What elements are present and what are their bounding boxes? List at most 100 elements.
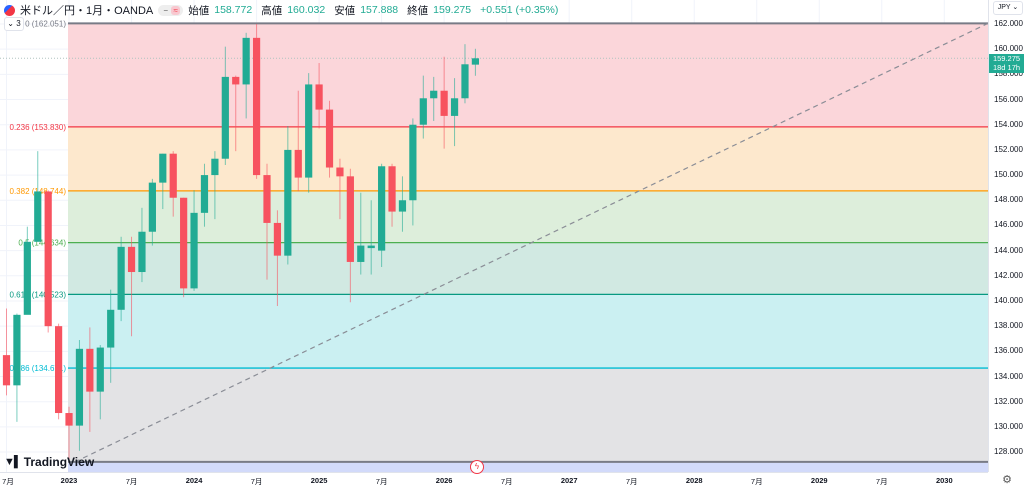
low-label: 安値 <box>334 4 356 17</box>
candle <box>294 90 302 192</box>
price-tick: 162.000 <box>994 19 1023 28</box>
fib-zone-0.236 <box>68 126 988 191</box>
fib-level-label: 0.5 (144.634) <box>18 239 66 248</box>
fib-level-label: 0 (162.051) <box>25 19 66 28</box>
brand-name: TradingView <box>23 455 95 469</box>
candle <box>252 24 261 179</box>
price-tick: 152.000 <box>994 144 1023 154</box>
low-value: 157.888 <box>360 4 399 16</box>
candle <box>263 163 271 280</box>
candle <box>23 226 31 315</box>
time-axis[interactable] <box>0 472 988 489</box>
candle-body <box>44 191 52 327</box>
candle-body <box>430 90 438 99</box>
candle-body <box>263 175 271 223</box>
time-tick: 2024 <box>185 476 203 485</box>
price-tick: 158.000 <box>994 69 1023 79</box>
time-tick: 2029 <box>810 476 828 485</box>
price-tick: 144.000 <box>994 245 1023 255</box>
candle-body <box>409 124 417 201</box>
candle-body <box>138 231 146 273</box>
candle <box>346 168 354 303</box>
change-value: +0.551 (+0.35%) <box>480 4 559 16</box>
fib-zone-0 <box>68 23 988 127</box>
candle-body <box>242 37 250 85</box>
time-tick: 7月 <box>375 477 388 486</box>
candle <box>180 197 188 298</box>
tradingview-logo[interactable]: ▼▌ TradingView <box>4 455 94 469</box>
candle <box>440 56 448 149</box>
price-tick: 130.000 <box>994 421 1023 431</box>
settings-gear-icon[interactable]: ⚙ <box>1002 474 1012 486</box>
candle <box>107 289 115 383</box>
candle-body <box>294 149 302 178</box>
candle <box>367 200 375 275</box>
candle <box>471 48 479 76</box>
price-axis[interactable] <box>988 0 1024 472</box>
candle <box>242 32 250 119</box>
time-tick: 7月 <box>500 477 513 486</box>
time-tick: 2026 <box>435 476 453 485</box>
candle <box>357 192 365 275</box>
time-tick: 7月 <box>250 477 263 486</box>
candle-body <box>440 90 448 116</box>
price-tick: 132.000 <box>994 396 1023 406</box>
candle-body <box>148 182 156 232</box>
candle <box>55 323 63 420</box>
currency-select[interactable]: JPY ⌄ <box>993 1 1023 15</box>
candle-body <box>117 246 125 310</box>
candle <box>117 236 125 322</box>
equals-icon[interactable]: ≈ <box>171 5 181 15</box>
candle <box>65 406 73 463</box>
candle <box>96 345 104 420</box>
price-tick: 140.000 <box>994 295 1023 305</box>
high-label: 高値 <box>261 4 283 17</box>
indicators-collapse-button[interactable]: ⌄ 3 <box>4 17 24 31</box>
time-tick: 7月 <box>2 477 14 486</box>
candle <box>138 207 146 283</box>
price-tick: 156.000 <box>994 94 1023 104</box>
candle <box>211 151 219 220</box>
symbol-title[interactable]: 米ドル／円・1月・OANDA <box>20 5 154 17</box>
price-tick: 142.000 <box>994 270 1023 280</box>
tv-logo-icon: ▼▌ <box>4 456 22 468</box>
candle-body <box>55 326 63 414</box>
candle <box>169 151 177 217</box>
open-value: 158.772 <box>214 4 253 16</box>
candle-body <box>13 314 21 386</box>
fib-zone-0.786 <box>68 368 988 462</box>
time-tick: 2027 <box>560 476 578 485</box>
legend-controls[interactable]: − ≈ <box>158 4 184 16</box>
price-chart[interactable]: 0 (162.051)0.236 (153.830)0.382 (148.744… <box>0 0 988 472</box>
time-tick: 7月 <box>750 477 763 486</box>
candle-body <box>200 175 209 213</box>
candle <box>86 327 94 432</box>
usdjpy-flag-icon <box>4 4 15 16</box>
indicators-count: 3 <box>16 19 21 28</box>
candle <box>398 176 407 232</box>
candle-body <box>127 246 136 273</box>
candle <box>430 76 438 121</box>
candle <box>315 63 323 129</box>
price-tick: 138.000 <box>994 321 1023 331</box>
price-tick: 134.000 <box>994 371 1023 381</box>
open-label: 始値 <box>188 4 210 17</box>
candle <box>190 190 198 291</box>
candle <box>336 158 344 220</box>
candle-body <box>96 347 104 392</box>
candle <box>409 118 417 226</box>
price-tick: 154.000 <box>994 119 1023 129</box>
time-tick: 2025 <box>310 476 328 485</box>
candle <box>44 190 52 333</box>
trend-line <box>74 22 988 463</box>
candle <box>305 73 313 193</box>
candle-body <box>252 37 261 176</box>
fib-zone-0.618 <box>68 294 988 369</box>
event-lightning-icon[interactable]: ϟ <box>470 460 484 474</box>
time-tick: 7月 <box>125 477 138 486</box>
chevron-down-icon: ⌄ <box>7 19 14 28</box>
minus-icon[interactable]: − <box>163 5 169 15</box>
candle-body <box>34 191 42 242</box>
last-price: 159.275 <box>992 54 1021 63</box>
candle-body <box>367 245 375 249</box>
